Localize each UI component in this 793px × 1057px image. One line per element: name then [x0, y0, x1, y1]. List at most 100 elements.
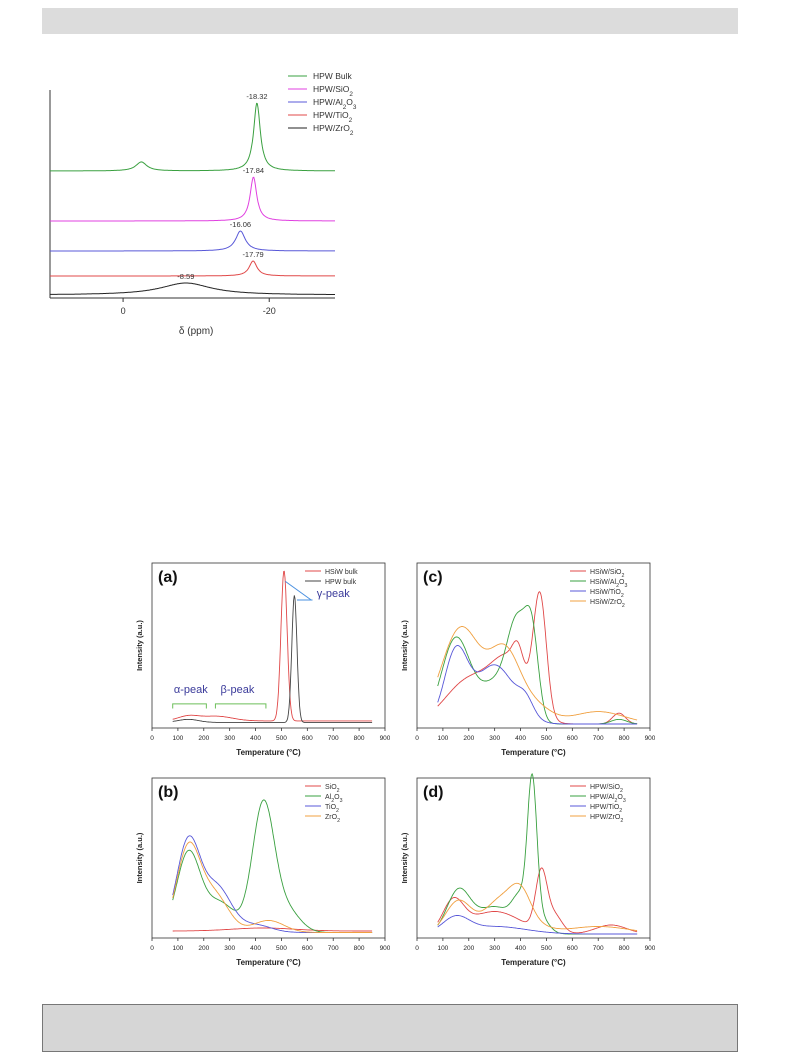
x-tick-label: 400 [515, 945, 526, 952]
x-axis-title: Temperature (°C) [236, 958, 301, 967]
x-tick-label: 500 [276, 735, 287, 742]
nmr-series-line [50, 176, 335, 222]
tpd-series-line [437, 604, 638, 725]
tpd-d-svg: 0 100 200 300 400 500 600 700 800 900 Temperature … [400, 772, 656, 967]
y-axis-title: Intensity (a.u.) [135, 832, 144, 883]
plot-frame [416, 562, 651, 729]
legend-label: HSiW/TiO2 [590, 589, 624, 599]
x-tick-label: 200 [463, 735, 474, 742]
peak-label: -17.79 [242, 250, 263, 259]
beta-peak-label: β-peak [221, 684, 255, 696]
x-tick-label: 100 [172, 945, 183, 952]
tpd-series-line [437, 645, 638, 725]
tpd-series-line [172, 595, 373, 723]
tpd-a-svg: 0 100 200 300 400 500 600 700 800 900 Temperature … [135, 562, 391, 757]
legend-label: SiO2 [325, 784, 340, 794]
tpd-series-line [437, 626, 638, 721]
x-tick-label: 900 [380, 945, 390, 952]
x-tick-label: 0 [415, 735, 419, 742]
beta-bracket [214, 703, 267, 709]
legend-label: HSiW/Al2O3 [590, 579, 627, 589]
x-tick-label: 400 [250, 945, 261, 952]
nmr-series-line [50, 282, 335, 295]
header-bar [42, 8, 738, 34]
tpd-chart-b: 0 100 200 300 400 500 600 700 800 900 Temperature … [130, 770, 391, 980]
x-tick-label: 0 [150, 735, 154, 742]
peak-label: -18.32 [246, 92, 267, 101]
x-tick-label: 700 [593, 735, 604, 742]
x-tick-label: 800 [354, 945, 365, 952]
alpha-bracket [172, 703, 207, 709]
x-tick-label: 800 [354, 735, 365, 742]
x-tick-label: 100 [437, 735, 448, 742]
x-tick-label: 500 [276, 945, 287, 952]
x-tick-label: -20 [263, 306, 276, 316]
y-axis-title: Intensity (a.u.) [400, 832, 409, 883]
x-tick-label: 600 [302, 945, 313, 952]
tpd-chart-c: 0 100 200 300 400 500 600 700 800 900 Temperature … [395, 555, 656, 770]
x-tick-label: 200 [463, 945, 474, 952]
x-tick-label: 700 [593, 945, 604, 952]
x-tick-label: 200 [198, 945, 209, 952]
tpd-c-svg: 0 100 200 300 400 500 600 700 800 900 Temperature … [400, 562, 656, 757]
alpha-peak-label: α-peak [174, 684, 208, 696]
legend-label: HPW bulk [325, 579, 357, 586]
x-axis-title: Temperature (°C) [236, 748, 301, 757]
x-tick-label: 900 [380, 735, 390, 742]
nmr-series-line [50, 102, 335, 172]
x-tick-label: 300 [224, 735, 235, 742]
footer-box [42, 1004, 738, 1052]
tpd-chart-a: 0 100 200 300 400 500 600 700 800 900 Temperature … [130, 555, 391, 770]
x-tick-label: 300 [224, 945, 235, 952]
peak-label: -17.84 [243, 166, 264, 175]
x-tick-label: 100 [172, 735, 183, 742]
x-tick-label: 100 [437, 945, 448, 952]
legend-label: TiO2 [325, 804, 339, 814]
plot-frame [151, 562, 386, 729]
x-tick-label: 700 [328, 735, 339, 742]
x-tick-label: 400 [250, 735, 261, 742]
x-tick-label: 500 [541, 945, 552, 952]
tpd-series-line [437, 867, 638, 934]
x-tick-label: 900 [645, 735, 655, 742]
gamma-arrow [285, 580, 312, 601]
x-tick-label: 800 [619, 735, 630, 742]
x-axis-title: Temperature (°C) [501, 748, 566, 757]
x-tick-label: 0 [150, 945, 154, 952]
legend-label: HPW/ZrO2 [313, 123, 354, 137]
x-tick-label: 300 [489, 735, 500, 742]
nmr-series-line [50, 260, 335, 277]
y-axis-title: Intensity (a.u.) [135, 620, 144, 671]
legend-label: HPW/SiO2 [313, 84, 353, 98]
gamma-peak-label: γ-peak [317, 588, 351, 600]
nmr-svg: 0 -20 δ (ppm) -18.32 HPW Bulk -17.84 HPW/SiO2 -… [49, 71, 357, 337]
x-tick-label: 0 [415, 945, 419, 952]
tpd-series-line [437, 915, 638, 935]
legend-label: HPW/ZrO2 [590, 814, 623, 824]
x-tick-label: 0 [121, 306, 126, 316]
x-tick-label: 800 [619, 945, 630, 952]
tpd-series-line [172, 841, 373, 933]
tpd-series-line [437, 882, 638, 932]
legend-label: HPW/TiO2 [590, 804, 622, 814]
legend-label: ZrO2 [325, 814, 340, 824]
legend-label: HPW Bulk [313, 71, 352, 81]
peak-label: -16.06 [230, 220, 251, 229]
plot-frame [151, 777, 386, 939]
legend-label: HSiW/SiO2 [590, 569, 625, 579]
nmr-series-line [50, 230, 335, 252]
x-tick-label: 200 [198, 735, 209, 742]
x-tick-label: 300 [489, 945, 500, 952]
tpd-series-line [172, 835, 373, 933]
panel-label: (c) [423, 569, 443, 586]
x-tick-label: 500 [541, 735, 552, 742]
legend-label: HSiW bulk [325, 569, 358, 576]
legend-label: HPW/SiO2 [590, 784, 623, 794]
nmr-spectrum-chart: 0 -20 δ (ppm) -18.32 HPW Bulk -17.84 HPW/SiO2 -… [45, 60, 390, 350]
panel-label: (b) [158, 784, 178, 801]
x-tick-label: 400 [515, 735, 526, 742]
x-tick-label: 600 [567, 945, 578, 952]
tpd-b-svg: 0 100 200 300 400 500 600 700 800 900 Temperature … [135, 777, 391, 967]
legend-label: HPW/Al2O3 [590, 794, 626, 804]
x-tick-label: 600 [302, 735, 313, 742]
